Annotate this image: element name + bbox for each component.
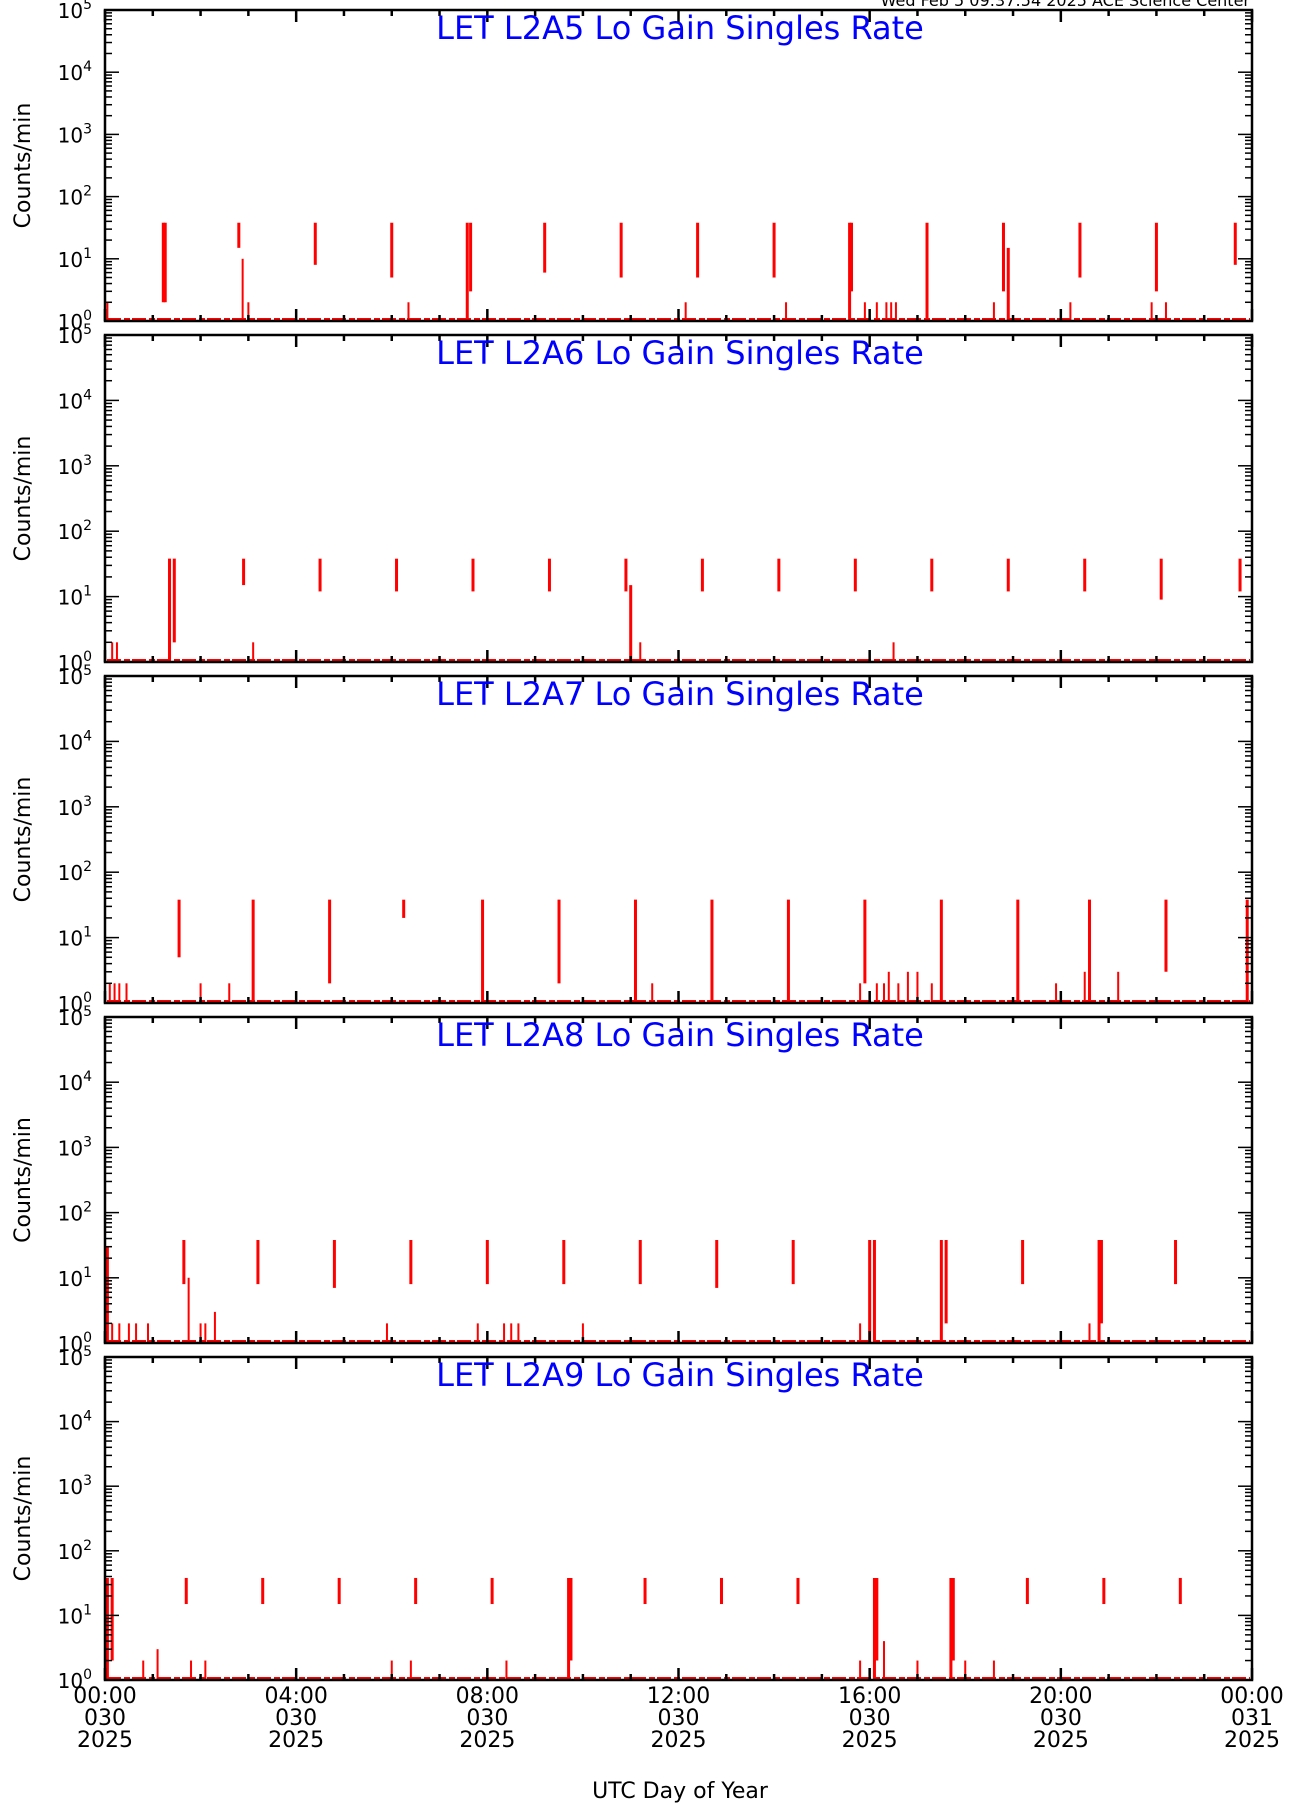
y-tick-label: 104 [58,728,92,754]
x-tick-doy: 030 [658,1706,700,1731]
y-tick-label: 102 [58,1538,92,1564]
x-tick-doy: 030 [466,1706,508,1731]
x-tick-doy: 031 [1231,1706,1273,1731]
panels: 100 101 102 103 104 105 LET L2A5 Lo Gain Singl… [11,0,1254,1693]
y-axis-label: Counts/min [11,1117,36,1243]
x-tick-time: 00:00 [1220,1684,1283,1709]
y-tick-label: 102 [58,518,92,544]
y-tick-label: 104 [58,1409,92,1435]
x-tick-time: 12:00 [647,1684,710,1709]
y-tick-label: 105 [58,0,92,23]
x-tick-doy: 030 [275,1706,317,1731]
panel-title: LET L2A5 Lo Gain Singles Rate [436,9,924,47]
panel-5: 100 101 102 103 104 105 LET L2A9 Lo Gain Singl… [11,1344,1254,1693]
y-tick-label: 102 [58,184,92,210]
x-tick-time: 16:00 [838,1684,901,1709]
y-tick-label: 101 [58,246,92,272]
x-tick-year: 2025 [651,1728,707,1753]
x-axis-labels: 00:00030202504:00030202508:00030202512:0… [73,1684,1283,1753]
y-tick-label: 105 [58,322,92,348]
x-tick-year: 2025 [77,1728,133,1753]
x-tick-time: 04:00 [264,1684,327,1709]
y-tick-label: 100 [58,649,92,675]
y-tick-label: 103 [58,453,92,479]
panel-title: LET L2A8 Lo Gain Singles Rate [436,1016,924,1054]
panel-3: 100 101 102 103 104 105 LET L2A7 Lo Gain Singl… [11,663,1254,1016]
y-tick-label: 101 [58,925,92,951]
y-tick-label: 102 [58,1200,92,1226]
y-tick-label: 105 [58,663,92,689]
x-tick-year: 2025 [1224,1728,1280,1753]
x-tick-time: 00:00 [73,1684,136,1709]
y-tick-label: 101 [58,1265,92,1291]
y-axis-label: Counts/min [11,777,36,903]
panel-title: LET L2A9 Lo Gain Singles Rate [436,1356,924,1394]
panel-1: 100 101 102 103 104 105 LET L2A5 Lo Gain Singl… [11,0,1254,334]
y-tick-label: 101 [58,584,92,610]
y-tick-label: 103 [58,121,92,147]
x-tick-year: 2025 [459,1728,515,1753]
x-tick-time: 20:00 [1029,1684,1092,1709]
panel-title: LET L2A6 Lo Gain Singles Rate [436,334,924,372]
header-timestamp: Wed Feb 5 09:37:54 2025 ACE Science Cent… [881,0,1251,10]
y-tick-label: 105 [58,1344,92,1370]
y-axis-label: Counts/min [11,1456,36,1582]
panel-4: 100 101 102 103 104 105 LET L2A8 Lo Gain Singl… [11,1004,1254,1356]
y-axis-label: Counts/min [11,103,36,229]
x-tick-year: 2025 [842,1728,898,1753]
y-tick-label: 100 [58,1667,92,1693]
x-tick-year: 2025 [1033,1728,1089,1753]
y-tick-label: 100 [58,308,92,334]
x-tick-doy: 030 [849,1706,891,1731]
y-tick-label: 100 [58,1330,92,1356]
y-tick-label: 104 [58,387,92,413]
x-tick-time: 08:00 [456,1684,519,1709]
x-axis-title: UTC Day of Year [592,1779,769,1804]
y-tick-label: 104 [58,1069,92,1095]
x-tick-year: 2025 [268,1728,324,1753]
x-tick-doy: 030 [1040,1706,1082,1731]
x-tick-doy: 030 [84,1706,126,1731]
y-tick-label: 103 [58,1134,92,1160]
panel-2: 100 101 102 103 104 105 LET L2A6 Lo Gain Singl… [11,322,1254,675]
y-axis-label: Counts/min [11,436,36,562]
y-tick-label: 104 [58,59,92,85]
y-tick-label: 103 [58,794,92,820]
y-tick-label: 103 [58,1473,92,1499]
y-tick-label: 105 [58,1004,92,1030]
y-tick-label: 102 [58,859,92,885]
y-tick-label: 100 [58,990,92,1016]
panel-title: LET L2A7 Lo Gain Singles Rate [436,675,924,713]
y-tick-label: 101 [58,1602,92,1628]
